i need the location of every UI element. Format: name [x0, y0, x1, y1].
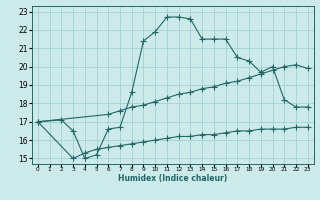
X-axis label: Humidex (Indice chaleur): Humidex (Indice chaleur): [118, 174, 228, 183]
